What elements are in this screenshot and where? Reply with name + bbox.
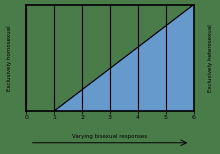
Polygon shape — [54, 5, 194, 111]
Text: Exclusively homosexual: Exclusively homosexual — [7, 25, 12, 91]
Text: Varying bisexual responses: Varying bisexual responses — [72, 134, 148, 139]
Text: Exclusively heterosexual: Exclusively heterosexual — [208, 24, 213, 92]
